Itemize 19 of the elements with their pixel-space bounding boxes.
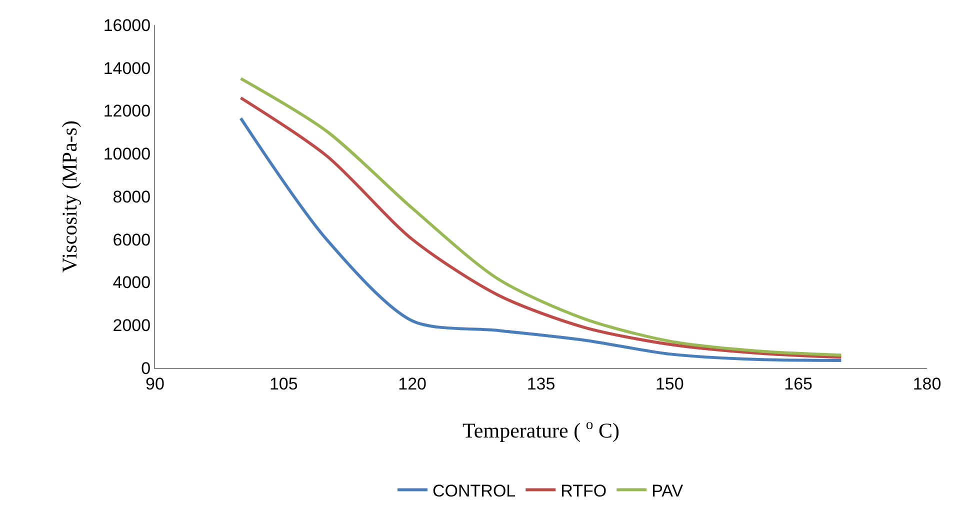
x-axis-title: Temperature ( $^{o}$ C) xyxy=(462,416,620,443)
x-tick-label: 165 xyxy=(784,374,813,394)
legend-label: CONTROL xyxy=(432,481,516,500)
y-tick-label: 6000 xyxy=(112,230,151,250)
legend-label: RTFO xyxy=(560,481,607,500)
y-tick-label: 12000 xyxy=(103,102,151,121)
x-tick-label: 180 xyxy=(912,374,942,394)
y-tick-label: 4000 xyxy=(112,273,151,292)
x-tick-label: 135 xyxy=(526,374,556,394)
x-tick-label: 105 xyxy=(269,374,298,394)
legend-label: PAV xyxy=(652,481,684,500)
y-tick-label: 8000 xyxy=(112,187,151,206)
y-tick-label: 14000 xyxy=(103,58,151,78)
y-tick-label: 16000 xyxy=(103,16,151,35)
x-tick-label: 150 xyxy=(655,374,684,394)
y-tick-label: 2000 xyxy=(112,316,151,336)
y-tick-label: 10000 xyxy=(103,144,151,164)
y-axis-title: Viscosity (MPa-s) xyxy=(57,120,82,273)
x-tick-label: 120 xyxy=(398,374,427,394)
